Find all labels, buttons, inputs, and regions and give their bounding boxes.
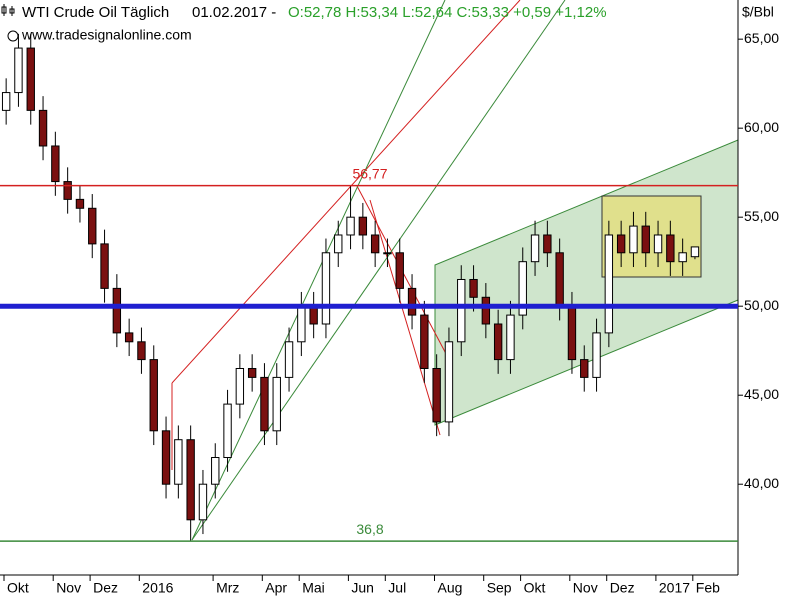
candle-body xyxy=(284,341,294,378)
candle-body xyxy=(444,341,454,423)
candle-body xyxy=(14,47,23,94)
candle-body xyxy=(124,332,134,343)
x-tick-label: Nov xyxy=(56,580,81,596)
candle-body xyxy=(272,376,281,432)
x-tick-label: Feb xyxy=(696,580,720,596)
candle-body xyxy=(1,92,11,111)
candle-body xyxy=(100,243,109,289)
trend-line xyxy=(369,199,441,436)
x-tick-label: Dez xyxy=(93,580,118,596)
y-tick-label: 50,00 xyxy=(744,297,779,313)
chart-title: WTI Crude Oil Täglich xyxy=(22,4,169,21)
candle-body xyxy=(395,252,404,289)
candle-body xyxy=(653,234,663,254)
candle-body xyxy=(641,225,650,254)
x-tick-label: Okt xyxy=(524,580,546,596)
x-tick-label: Sep xyxy=(487,580,512,596)
candle-body xyxy=(616,234,626,254)
date: 01.02.2017 - xyxy=(192,4,276,21)
copyright-icon xyxy=(7,30,19,42)
candle-body xyxy=(370,234,380,254)
x-tick-label: Jun xyxy=(351,580,374,596)
candle-body xyxy=(592,332,601,378)
quote: O:52,78 H:53,34 L:52,64 C:53,33 +0,59 +1… xyxy=(288,4,607,21)
trend-line xyxy=(191,0,566,541)
y-unit: $/Bbl xyxy=(742,4,774,20)
candle-body xyxy=(567,305,577,361)
candle-body xyxy=(358,216,368,236)
y-tick-label: 65,00 xyxy=(744,30,779,46)
trend-line xyxy=(356,185,453,366)
y-tick-label: 45,00 xyxy=(744,386,779,402)
x-tick-label: Okt xyxy=(7,580,29,596)
consolidation-box xyxy=(601,195,702,278)
x-tick-label: 2016 xyxy=(142,580,173,596)
candle-body xyxy=(334,234,343,254)
source: www.tradesignalonline.com xyxy=(21,27,192,43)
candle-body xyxy=(555,252,564,307)
candle-body xyxy=(346,216,355,236)
candle-body xyxy=(186,439,195,521)
candle-body xyxy=(297,305,306,343)
candle-body xyxy=(211,457,220,485)
candle-body xyxy=(321,252,331,325)
candle-body xyxy=(75,198,85,209)
candle-body xyxy=(198,483,208,521)
x-tick-label: Aug xyxy=(438,580,463,596)
x-tick-label: Nov xyxy=(573,580,598,596)
x-tick-label: Jul xyxy=(388,580,406,596)
y-tick-label: 40,00 xyxy=(744,475,779,491)
candle-body xyxy=(51,145,60,183)
candle-body xyxy=(666,234,675,263)
candle-body xyxy=(247,367,257,378)
candle-body xyxy=(432,367,441,423)
level-label: 36,8 xyxy=(356,521,383,537)
candle-body xyxy=(518,261,527,316)
candle-body xyxy=(690,246,700,258)
candle-body xyxy=(88,207,97,245)
candle-body xyxy=(26,47,35,111)
plot xyxy=(1,33,700,542)
y-tick-label: 60,00 xyxy=(744,119,779,135)
x-tick-label: Dez xyxy=(610,580,635,596)
candle-body xyxy=(309,305,318,325)
trend-line xyxy=(191,0,446,541)
candle-body xyxy=(112,287,122,334)
candle-body xyxy=(137,341,146,361)
candle-body xyxy=(506,314,515,361)
chart-icon xyxy=(1,4,15,16)
x-tick-label: Mrz xyxy=(216,580,239,596)
trend-line xyxy=(171,0,521,384)
x-tick-label: Apr xyxy=(265,580,287,596)
candle-body xyxy=(383,252,392,255)
x-tick-label: Mai xyxy=(302,580,325,596)
candle-body xyxy=(629,225,638,254)
candle-body xyxy=(223,403,232,459)
candle-body xyxy=(38,109,48,147)
candle-body xyxy=(161,430,171,485)
candle-body xyxy=(543,234,552,254)
candle-body xyxy=(481,296,491,325)
candle-body xyxy=(678,252,687,263)
candle-body xyxy=(420,314,429,369)
candle-body xyxy=(604,234,614,334)
level-label: 56,77 xyxy=(352,165,387,181)
candle-body xyxy=(260,376,269,432)
candle-body xyxy=(235,367,245,405)
candle-body xyxy=(174,439,183,485)
candle-body xyxy=(457,278,466,343)
x-tick-label: 2017 xyxy=(659,580,690,596)
candle-body xyxy=(530,234,540,263)
candle-body xyxy=(493,323,503,361)
candle-body xyxy=(149,359,158,432)
candle-body xyxy=(580,359,589,378)
candle-body xyxy=(407,287,417,316)
candle-body xyxy=(63,181,72,200)
y-tick-label: 55,00 xyxy=(744,208,779,224)
candle-body xyxy=(469,278,478,298)
